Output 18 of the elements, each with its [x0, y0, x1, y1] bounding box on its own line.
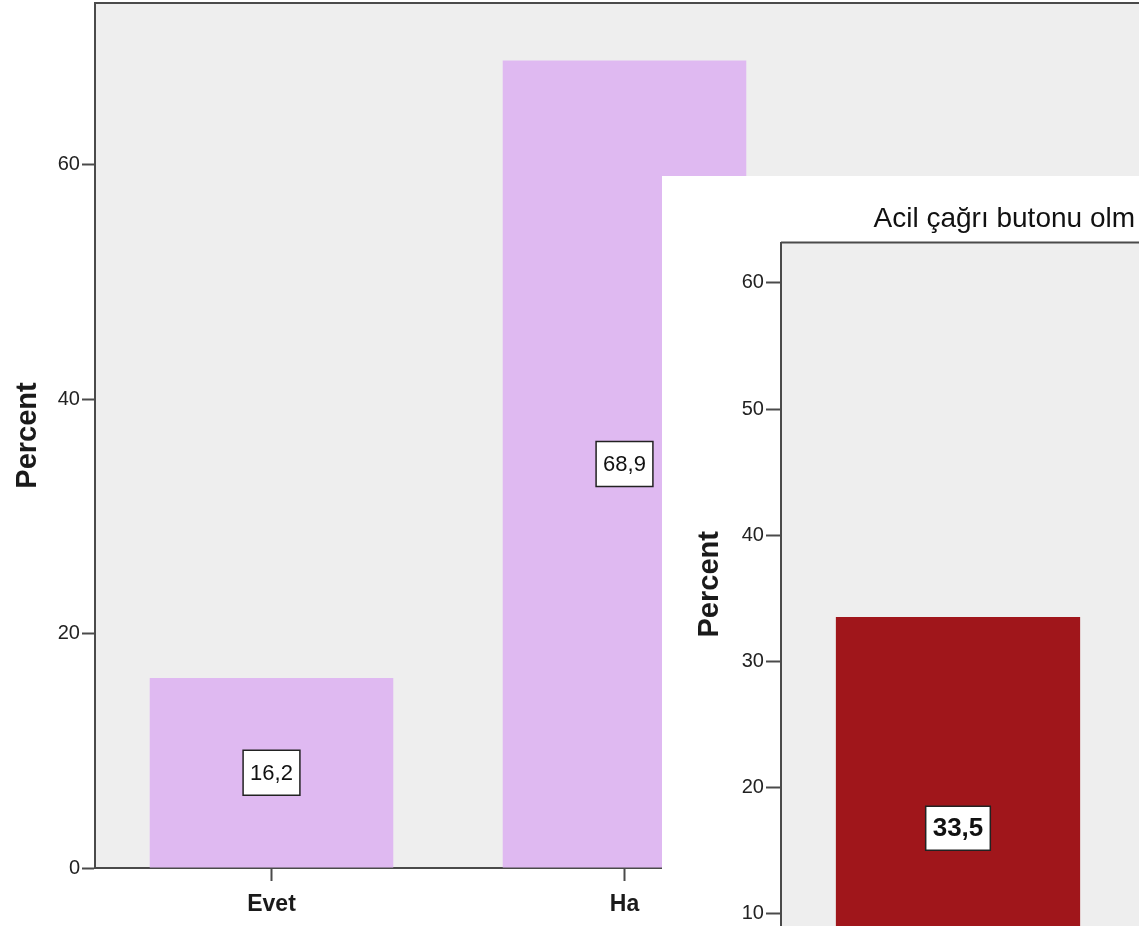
y-tick-label: 30: [741, 648, 764, 671]
y-tick-label: 10: [741, 900, 764, 923]
y-tick-label: 40: [741, 522, 764, 545]
x-tick-label: Evet: [247, 890, 297, 917]
y-tick-label: 60: [741, 270, 764, 293]
data-label: 68,9: [603, 451, 646, 477]
y-axis-title: Percent: [692, 530, 725, 638]
y-tick-label: 20: [741, 774, 764, 797]
y-tick-label: 50: [741, 396, 764, 419]
chart-title: Acil çağrı butonu olm: [873, 201, 1135, 233]
y-axis-title: Percent: [10, 381, 43, 489]
y-tick-label: 20: [57, 621, 80, 644]
y-tick-label: 0: [68, 855, 80, 878]
data-label: 16,2: [250, 759, 293, 785]
data-label: 33,5: [932, 812, 984, 843]
y-tick-label: 40: [57, 386, 80, 409]
x-tick-label: Ha: [609, 890, 640, 917]
y-tick-label: 60: [57, 152, 80, 175]
